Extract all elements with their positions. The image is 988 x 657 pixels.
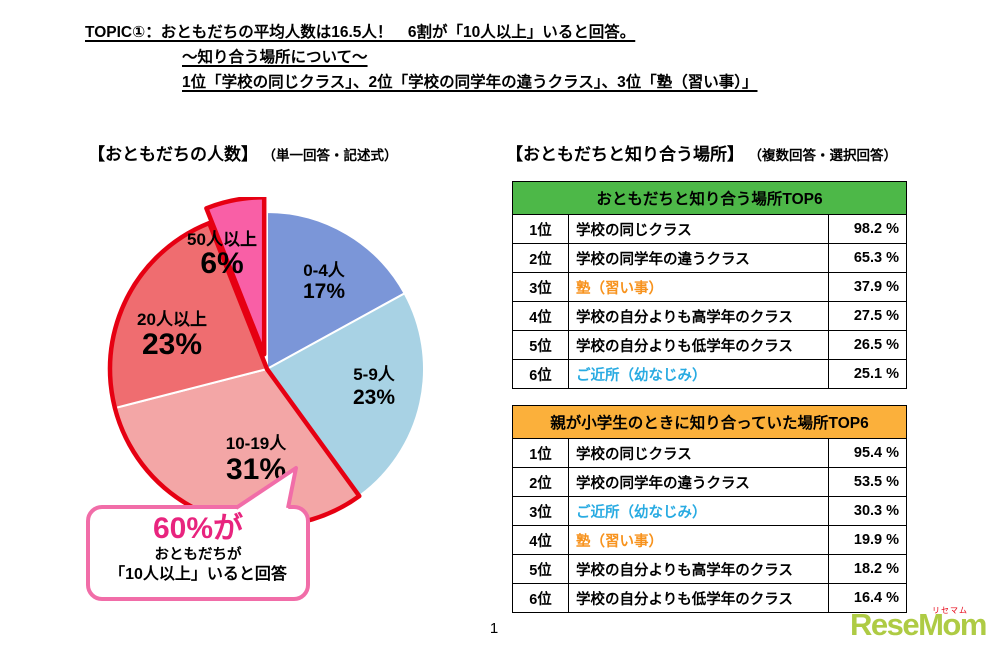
callout-text-2: 「10人以上」いると回答 xyxy=(109,566,287,583)
rank-cell: 6位 xyxy=(512,359,569,389)
callout-percent: 60%が xyxy=(152,512,244,545)
table-row: 4位 学校の自分よりも高学年のクラス 27.5 % xyxy=(512,301,908,331)
percent-cell: 18.2 % xyxy=(827,554,908,584)
topic-line-1: TOPIC①：おともだちの平均人数は16.5人！ 6割が「10人以上」いると回答… xyxy=(85,24,636,41)
place-cell: ご近所（幼なじみ） xyxy=(568,359,829,389)
place-cell: 学校の同じクラス xyxy=(568,214,829,244)
resemom-logo-ruby: リセマム xyxy=(932,606,968,615)
table-row: 2位 学校の同学年の違うクラス 53.5 % xyxy=(512,467,908,497)
percent-cell: 53.5 % xyxy=(827,467,908,497)
table-header-row: おともだちと知り合う場所TOP6 xyxy=(511,181,908,215)
rank-cell: 1位 xyxy=(512,438,569,468)
table-row: 3位 塾（習い事） 37.9 % xyxy=(512,272,908,302)
meet-places-table-parents: 親が小学生のときに知り合っていた場所TOP6 1位 学校の同じクラス 95.4 … xyxy=(511,405,908,613)
percent-cell: 98.2 % xyxy=(827,214,908,244)
place-cell: 学校の自分よりも高学年のクラス xyxy=(568,554,829,584)
place-cell: 学校の同じクラス xyxy=(568,438,829,468)
table-row: 3位 ご近所（幼なじみ） 30.3 % xyxy=(512,496,908,526)
place-cell: 学校の同学年の違うクラス xyxy=(568,243,829,273)
pie-value-20plus: 23% xyxy=(141,328,203,361)
meet-places-table-children: おともだちと知り合う場所TOP6 1位 学校の同じクラス 98.2 % 2位 学… xyxy=(511,181,908,389)
pie-section-title: 【おともだちの人数】 （単一回答・記述式） xyxy=(88,140,397,165)
pie-label-5-9: 5-9人 xyxy=(353,365,395,384)
rank-cell: 5位 xyxy=(512,554,569,584)
table-header: 親が小学生のときに知り合っていた場所TOP6 xyxy=(511,405,908,439)
callout-bubble: 60%が おともだちが 「10人以上」いると回答 xyxy=(86,505,310,601)
percent-cell: 25.1 % xyxy=(827,359,908,389)
topic-line-3: 1位「学校の同じクラス」、2位「学校の同学年の違うクラス」、3位「塾（習い事）」 xyxy=(182,74,758,91)
table-row: 2位 学校の同学年の違うクラス 65.3 % xyxy=(512,243,908,273)
pie-label-50plus: 50人以上 xyxy=(187,230,257,249)
tables-section-title-main: 【おともだちと知り合う場所】 xyxy=(506,145,744,164)
table-header-row: 親が小学生のときに知り合っていた場所TOP6 xyxy=(511,405,908,439)
rank-cell: 6位 xyxy=(512,583,569,613)
pie-label-10-19: 10-19人 xyxy=(225,434,287,453)
place-cell: 塾（習い事） xyxy=(568,525,829,555)
rank-cell: 2位 xyxy=(512,243,569,273)
percent-cell: 95.4 % xyxy=(827,438,908,468)
percent-cell: 37.9 % xyxy=(827,272,908,302)
pie-section-title-sub: （単一回答・記述式） xyxy=(262,148,398,163)
topic-heading: TOPIC①：おともだちの平均人数は16.5人！ 6割が「10人以上」いると回答… xyxy=(85,20,758,95)
table-row: 1位 学校の同じクラス 98.2 % xyxy=(512,214,908,244)
rank-cell: 4位 xyxy=(512,525,569,555)
percent-cell: 26.5 % xyxy=(827,330,908,360)
place-cell: 塾（習い事） xyxy=(568,272,829,302)
page-number: 1 xyxy=(489,620,499,637)
callout-text-1: おともだちが xyxy=(154,547,242,563)
rank-cell: 3位 xyxy=(512,496,569,526)
topic-line-2: ～知り合う場所について～ xyxy=(182,49,368,66)
pie-label-0-4: 0-4人 xyxy=(303,261,345,280)
pie-value-50plus: 6% xyxy=(200,247,244,280)
table-row: 6位 学校の自分よりも低学年のクラス 16.4 % xyxy=(512,583,908,613)
friend-count-pie-chart xyxy=(107,197,425,529)
percent-cell: 27.5 % xyxy=(827,301,908,331)
rank-cell: 3位 xyxy=(512,272,569,302)
rank-cell: 5位 xyxy=(512,330,569,360)
pie-value-0-4: 17% xyxy=(302,280,346,303)
pie-label-20plus: 20人以上 xyxy=(137,310,207,329)
tables-section-title: 【おともだちと知り合う場所】 （複数回答・選択回答） xyxy=(506,140,897,165)
percent-cell: 16.4 % xyxy=(827,583,908,613)
place-cell: 学校の自分よりも高学年のクラス xyxy=(568,301,829,331)
table-row: 4位 塾（習い事） 19.9 % xyxy=(512,525,908,555)
rank-cell: 4位 xyxy=(512,301,569,331)
percent-cell: 19.9 % xyxy=(827,525,908,555)
table-row: 5位 学校の自分よりも低学年のクラス 26.5 % xyxy=(512,330,908,360)
percent-cell: 30.3 % xyxy=(827,496,908,526)
rank-cell: 1位 xyxy=(512,214,569,244)
pie-section-title-main: 【おともだちの人数】 xyxy=(88,145,258,164)
tables-section-title-sub: （複数回答・選択回答） xyxy=(748,148,897,163)
place-cell: ご近所（幼なじみ） xyxy=(568,496,829,526)
callout-bubble-tail xyxy=(234,466,298,510)
rank-cell: 2位 xyxy=(512,467,569,497)
table-row: 6位 ご近所（幼なじみ） 25.1 % xyxy=(512,359,908,389)
table-row: 5位 学校の自分よりも高学年のクラス 18.2 % xyxy=(512,554,908,584)
table-row: 1位 学校の同じクラス 95.4 % xyxy=(512,438,908,468)
place-cell: 学校の同学年の違うクラス xyxy=(568,467,829,497)
place-cell: 学校の自分よりも低学年のクラス xyxy=(568,330,829,360)
table-header: おともだちと知り合う場所TOP6 xyxy=(511,181,908,215)
percent-cell: 65.3 % xyxy=(827,243,908,273)
place-cell: 学校の自分よりも低学年のクラス xyxy=(568,583,829,613)
pie-value-5-9: 23% xyxy=(352,386,396,409)
resemom-logo: リセマム ReseMom xyxy=(850,606,987,651)
